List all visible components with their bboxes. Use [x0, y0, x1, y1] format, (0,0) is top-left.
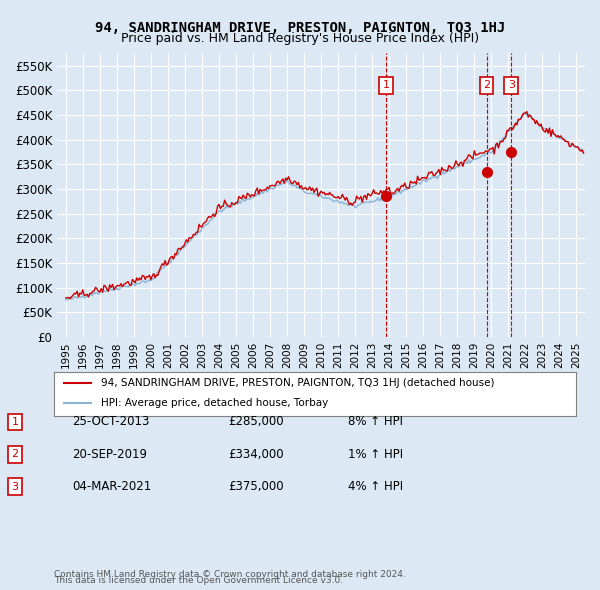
Text: 4% ↑ HPI: 4% ↑ HPI [348, 480, 403, 493]
Text: 8% ↑ HPI: 8% ↑ HPI [348, 415, 403, 428]
Text: 20-SEP-2019: 20-SEP-2019 [72, 448, 147, 461]
Text: 3: 3 [11, 482, 19, 491]
Text: 1: 1 [383, 80, 389, 90]
Text: 3: 3 [508, 80, 515, 90]
Text: This data is licensed under the Open Government Licence v3.0.: This data is licensed under the Open Gov… [54, 576, 343, 585]
Text: 1% ↑ HPI: 1% ↑ HPI [348, 448, 403, 461]
Text: HPI: Average price, detached house, Torbay: HPI: Average price, detached house, Torb… [101, 398, 328, 408]
Text: Contains HM Land Registry data © Crown copyright and database right 2024.: Contains HM Land Registry data © Crown c… [54, 571, 406, 579]
Text: 1: 1 [11, 417, 19, 427]
Text: 94, SANDRINGHAM DRIVE, PRESTON, PAIGNTON, TQ3 1HJ: 94, SANDRINGHAM DRIVE, PRESTON, PAIGNTON… [95, 21, 505, 35]
Text: £285,000: £285,000 [228, 415, 284, 428]
Text: £334,000: £334,000 [228, 448, 284, 461]
Text: 25-OCT-2013: 25-OCT-2013 [72, 415, 149, 428]
Text: 04-MAR-2021: 04-MAR-2021 [72, 480, 151, 493]
Text: 2: 2 [483, 80, 490, 90]
Text: Price paid vs. HM Land Registry's House Price Index (HPI): Price paid vs. HM Land Registry's House … [121, 32, 479, 45]
Text: 94, SANDRINGHAM DRIVE, PRESTON, PAIGNTON, TQ3 1HJ (detached house): 94, SANDRINGHAM DRIVE, PRESTON, PAIGNTON… [101, 378, 494, 388]
Text: £375,000: £375,000 [228, 480, 284, 493]
Text: 2: 2 [11, 450, 19, 459]
